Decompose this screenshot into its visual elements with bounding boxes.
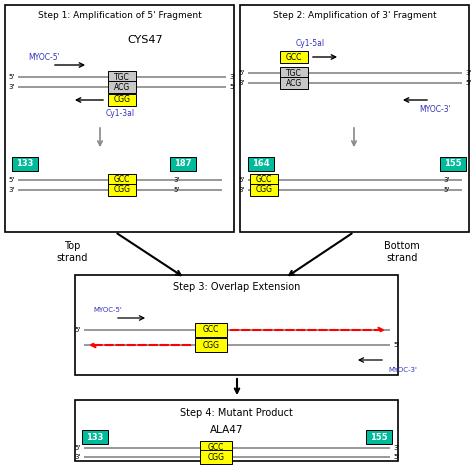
Bar [250,184,278,196]
Text: Step 1: Amplification of 5' Fragment: Step 1: Amplification of 5' Fragment [37,11,201,20]
Text: 5': 5' [9,177,15,183]
Text: MYOC-5': MYOC-5' [28,53,60,62]
Bar [440,157,466,171]
Text: 3': 3' [238,187,245,193]
Bar [250,174,278,186]
Text: 3': 3' [393,445,400,451]
Text: 164: 164 [252,159,270,169]
Text: Cy1-3al: Cy1-3al [105,110,135,118]
Text: TGC: TGC [286,69,302,77]
Bar [75,275,398,375]
Bar [108,94,136,106]
Text: MYOC-5': MYOC-5' [94,307,122,313]
Text: MYOC-3': MYOC-3' [419,105,451,115]
Text: TGC: TGC [114,73,130,82]
Text: 3': 3' [238,80,245,86]
Bar [240,5,469,232]
Bar [82,430,108,444]
Bar [248,157,274,171]
Text: 3': 3' [465,70,471,76]
Text: ACG: ACG [114,82,130,91]
Bar [170,157,196,171]
Bar [195,323,227,337]
Text: 3': 3' [443,177,449,183]
Text: 5': 5' [75,327,81,333]
Text: 5': 5' [443,187,449,193]
Text: Step 2: Amplification of 3' Fragment: Step 2: Amplification of 3' Fragment [273,11,436,20]
Text: 5': 5' [75,445,81,451]
Text: 5': 5' [239,177,245,183]
Text: CGG: CGG [113,96,130,104]
Text: 5': 5' [229,84,235,90]
Text: 155: 155 [370,432,388,441]
Bar [108,81,136,93]
Text: 3': 3' [173,177,179,183]
Text: CGG: CGG [208,452,225,461]
Bar [195,338,227,352]
Bar [200,450,232,464]
Text: 3': 3' [9,84,15,90]
Text: CGG: CGG [255,185,273,194]
Text: Step 4: Mutant Product: Step 4: Mutant Product [180,408,293,418]
Text: 187: 187 [174,159,191,169]
Text: GCC: GCC [256,176,272,185]
Text: CGG: CGG [202,341,219,350]
Text: Step 3: Overlap Extension: Step 3: Overlap Extension [173,282,300,292]
Text: 3': 3' [9,187,15,193]
Text: MYOC-3': MYOC-3' [388,367,417,373]
Text: 133: 133 [86,432,104,441]
Bar [280,51,308,63]
Text: 3': 3' [229,74,236,80]
Bar [200,441,232,455]
Text: GCC: GCC [286,53,302,62]
Bar [5,5,234,232]
Text: 3': 3' [74,454,81,460]
Bar [108,184,136,196]
Text: CYS47: CYS47 [127,35,163,45]
Text: 133: 133 [16,159,34,169]
Bar [280,67,308,79]
Bar [108,174,136,186]
Bar [75,400,398,461]
Text: 5': 5' [9,74,15,80]
Bar [280,77,308,89]
Text: GCC: GCC [203,325,219,335]
Text: GCC: GCC [208,444,224,452]
Text: 155: 155 [444,159,462,169]
Text: CGG: CGG [113,185,130,194]
Text: Top
strand: Top strand [56,241,88,263]
Text: Bottom
strand: Bottom strand [384,241,420,263]
Text: Cy1-5al: Cy1-5al [295,39,325,48]
Text: 5': 5' [239,70,245,76]
Bar [366,430,392,444]
Bar [12,157,38,171]
Text: ACG: ACG [286,78,302,88]
Text: 5': 5' [465,80,471,86]
Text: ALA47: ALA47 [210,425,244,435]
Text: GCC: GCC [114,176,130,185]
Text: 5': 5' [393,342,399,348]
Text: 5': 5' [173,187,179,193]
Bar [108,71,136,83]
Text: 5': 5' [393,454,399,460]
